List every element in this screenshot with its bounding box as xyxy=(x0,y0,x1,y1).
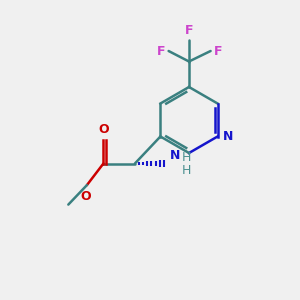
Text: F: F xyxy=(214,44,222,58)
Text: O: O xyxy=(80,190,91,202)
Text: F: F xyxy=(157,44,166,58)
Text: N: N xyxy=(223,130,233,143)
Text: O: O xyxy=(98,123,109,136)
Text: H: H xyxy=(182,151,191,164)
Text: F: F xyxy=(185,24,193,37)
Text: H: H xyxy=(182,164,191,178)
Text: N: N xyxy=(169,149,180,162)
